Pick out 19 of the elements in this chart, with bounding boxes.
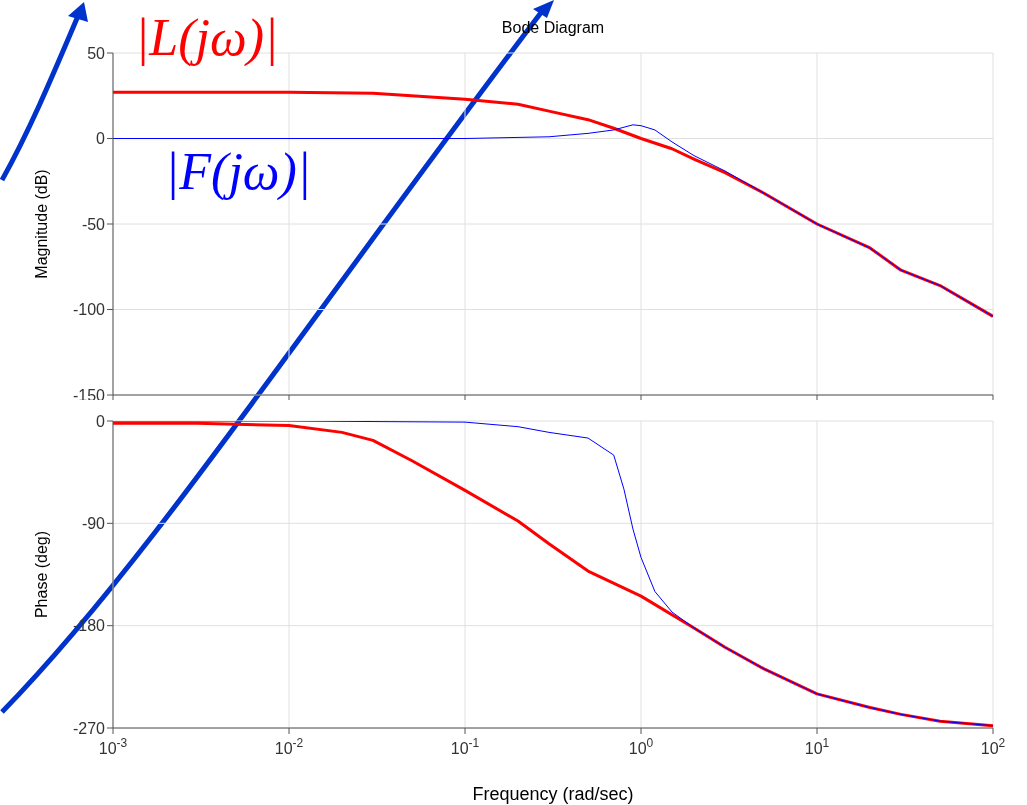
x-tick-label: 10$^{-2}$ bbox=[274, 736, 304, 757]
x-tick-label: 10$^{2}$ bbox=[980, 736, 1006, 757]
y-tick-label: 0 bbox=[96, 130, 106, 148]
y-axis-title: Phase (deg) bbox=[32, 530, 50, 619]
y-tick-label: -270 bbox=[72, 719, 106, 737]
y-tick-label: -150 bbox=[72, 386, 106, 404]
y-axis-title: Magnitude (dB) bbox=[32, 169, 50, 279]
x-tick-label: 10$^{1}$ bbox=[804, 736, 830, 757]
annotation: |F(jω)| bbox=[165, 142, 312, 201]
y-tick-label: 50 bbox=[87, 44, 106, 62]
x-tick-label: 10$^{-3}$ bbox=[98, 736, 128, 757]
y-tick-label: -50 bbox=[81, 215, 106, 233]
y-tick-label: -100 bbox=[72, 301, 106, 319]
y-tick-label: -90 bbox=[81, 515, 106, 533]
annotation: |L(jω)| bbox=[135, 8, 279, 67]
x-tick-label: 10$^{-1}$ bbox=[450, 736, 480, 757]
x-axis-title: Frequency (rad/sec) bbox=[471, 784, 635, 805]
x-tick-label: 10$^{0}$ bbox=[628, 736, 654, 757]
y-tick-label: 0 bbox=[96, 412, 106, 430]
